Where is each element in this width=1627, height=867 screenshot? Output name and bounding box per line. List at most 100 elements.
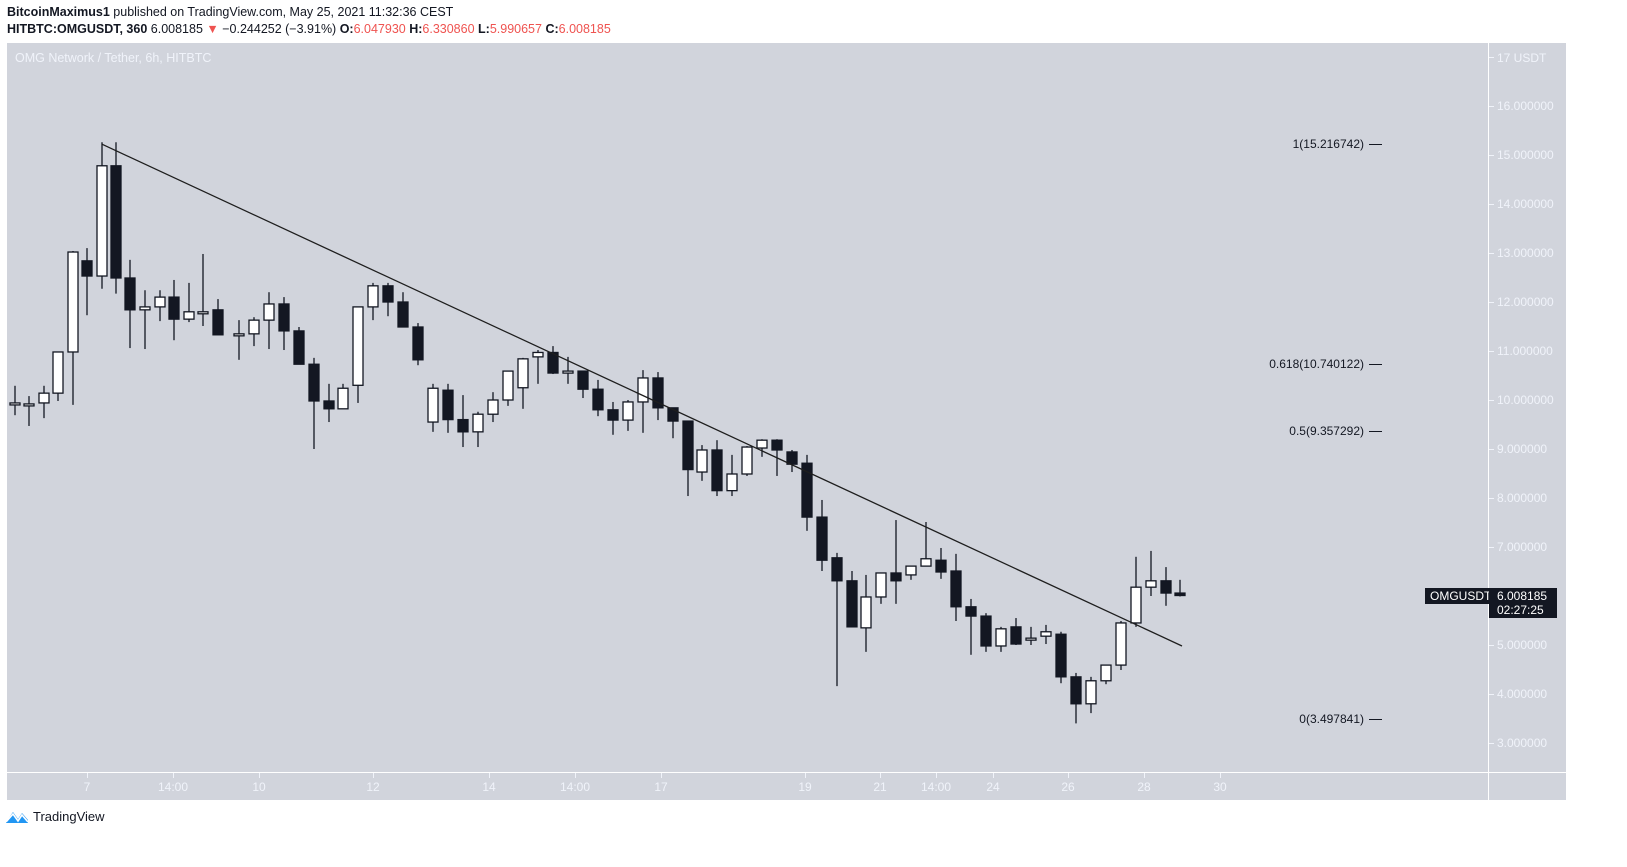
time-tick-mark xyxy=(880,773,881,778)
bearish-candle xyxy=(577,370,589,399)
bullish-candle xyxy=(756,439,768,457)
bullish-candle xyxy=(197,253,209,327)
price-tick-label: 12.000000 xyxy=(1497,295,1554,309)
price-tick-label: 14.000000 xyxy=(1497,197,1554,211)
tradingview-logo-icon xyxy=(5,812,29,823)
time-tick-label: 21 xyxy=(873,780,887,794)
bar-countdown: 02:27:25 xyxy=(1497,603,1544,617)
footer-brand-label: TradingView xyxy=(33,808,105,824)
bearish-candle xyxy=(397,292,409,328)
price-tick-mark xyxy=(1489,155,1494,156)
bearish-candle xyxy=(308,357,320,449)
bearish-candle xyxy=(382,282,394,317)
bullish-candle xyxy=(502,370,514,406)
bullish-candle xyxy=(860,574,872,652)
time-tick-label: 30 xyxy=(1213,780,1227,794)
last-price: 6.008185 xyxy=(147,22,207,36)
fib-level-label[interactable]: 0.618(10.740122) xyxy=(1269,356,1364,371)
bearish-candle xyxy=(890,520,902,604)
bullish-candle xyxy=(23,396,35,426)
bearish-candle xyxy=(935,547,947,579)
fib-level-line[interactable] xyxy=(1369,144,1382,146)
fib-level-label[interactable]: 0(3.497841) xyxy=(1299,711,1364,726)
bearish-candle xyxy=(682,420,694,497)
price-axis[interactable] xyxy=(1489,43,1566,800)
footer-brand[interactable]: TradingView xyxy=(5,808,105,824)
bearish-candle xyxy=(980,613,992,652)
time-tick-mark xyxy=(1144,773,1145,778)
bullish-candle xyxy=(96,142,108,289)
price-tick-mark xyxy=(1489,400,1494,401)
bearish-candle xyxy=(846,571,858,628)
bullish-candle xyxy=(487,392,499,423)
price-tick-label: 7.000000 xyxy=(1497,540,1548,554)
time-tick-mark xyxy=(936,773,937,778)
price-axis-border xyxy=(1488,43,1489,800)
bullish-candle xyxy=(1130,556,1142,627)
time-tick-mark xyxy=(87,773,88,778)
author-name[interactable]: BitcoinMaximus1 xyxy=(7,5,110,19)
bearish-candle xyxy=(1160,567,1172,606)
bullish-candle xyxy=(367,282,379,321)
bullish-candle xyxy=(337,383,349,410)
bullish-candle xyxy=(905,565,917,580)
high-value: 6.330860 xyxy=(422,22,479,36)
bullish-candle xyxy=(1115,620,1127,670)
bearish-candle xyxy=(81,248,93,316)
time-tick-mark xyxy=(805,773,806,778)
bullish-candle xyxy=(154,290,166,322)
fib-level-line[interactable] xyxy=(1369,431,1382,433)
symbol-price-tag: OMGUSDT xyxy=(1425,588,1497,604)
bullish-candle xyxy=(427,383,439,432)
price-tick-label: 9.000000 xyxy=(1497,442,1548,456)
price-tick-mark xyxy=(1489,204,1494,205)
bearish-candle xyxy=(711,440,723,497)
bullish-candle xyxy=(38,385,50,419)
last-price-tag: 6.008185 02:27:25 xyxy=(1489,588,1557,618)
fib-level-label[interactable]: 1(15.216742) xyxy=(1292,137,1364,152)
bullish-candle xyxy=(52,351,64,401)
bullish-candle xyxy=(263,292,275,350)
bullish-candle xyxy=(472,411,484,448)
price-tick-label: 11.000000 xyxy=(1497,344,1553,358)
bearish-candle xyxy=(592,379,604,417)
open-value: 6.047930 xyxy=(353,22,410,36)
bullish-candle xyxy=(352,306,364,403)
price-tick-mark xyxy=(1489,351,1494,352)
bearish-candle xyxy=(786,449,798,473)
bearish-candle xyxy=(801,454,813,531)
bullish-candle xyxy=(517,357,529,409)
time-tick-label: 14:00 xyxy=(157,780,189,794)
bearish-candle xyxy=(457,395,469,448)
time-axis[interactable] xyxy=(7,773,1488,800)
symbol-line: HITBTC:OMGUSDT, 360 6.008185 ▼ −0.244252… xyxy=(7,22,611,36)
price-tick-mark xyxy=(1489,694,1494,695)
bullish-candle xyxy=(1025,626,1037,645)
bullish-candle xyxy=(248,317,260,347)
bullish-candle xyxy=(139,290,151,350)
fib-level-line[interactable] xyxy=(1369,363,1382,365)
chart-plot-area[interactable] xyxy=(7,43,1488,772)
open-label: O: xyxy=(339,22,354,36)
descending-trendline[interactable] xyxy=(101,143,1183,647)
low-label: L: xyxy=(478,22,490,36)
time-tick-label: 24 xyxy=(986,780,1000,794)
bearish-candle xyxy=(323,383,335,423)
price-tick-label: 10.000000 xyxy=(1497,393,1554,407)
time-tick-label: 26 xyxy=(1061,780,1075,794)
time-tick-mark xyxy=(373,773,374,778)
bearish-candle xyxy=(1070,672,1082,724)
bullish-candle xyxy=(726,454,738,497)
bullish-candle xyxy=(875,572,887,604)
bullish-candle xyxy=(741,446,753,476)
fib-level-line[interactable] xyxy=(1369,718,1382,720)
fib-level-label[interactable]: 0.5(9.357292) xyxy=(1289,424,1364,439)
time-tick-label: 14:00 xyxy=(920,780,952,794)
bearish-candle xyxy=(965,598,977,655)
close-value: 6.008185 xyxy=(558,22,611,36)
bullish-candle xyxy=(1100,664,1112,685)
bearish-candle xyxy=(278,297,290,351)
time-axis-border xyxy=(7,772,1566,773)
time-tick-mark xyxy=(661,773,662,778)
